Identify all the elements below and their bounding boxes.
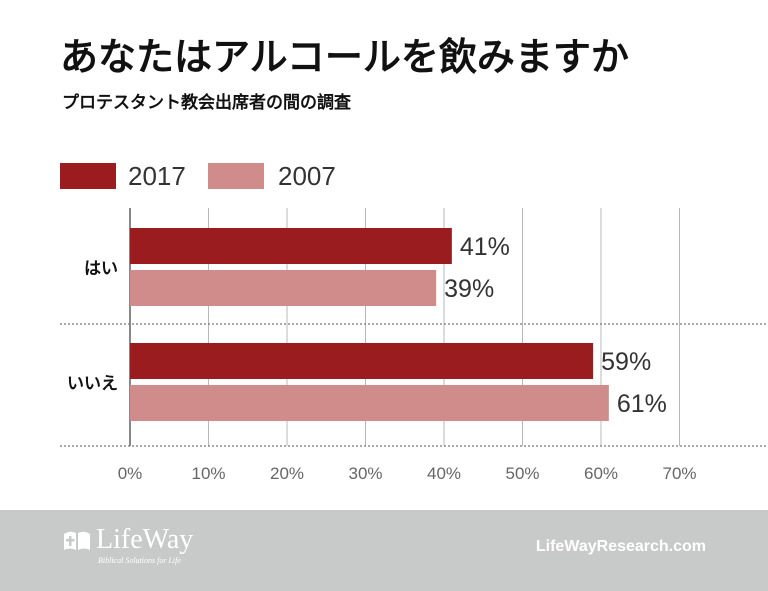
data-label: 59% bbox=[601, 348, 651, 376]
x-tick-label: 60% bbox=[584, 464, 618, 483]
bar bbox=[130, 343, 594, 379]
data-label: 61% bbox=[617, 390, 667, 418]
x-tick-label: 20% bbox=[270, 464, 304, 483]
logo-tagline: Biblical Solutions for Life bbox=[98, 556, 181, 565]
bar bbox=[130, 385, 609, 421]
bar bbox=[130, 228, 452, 264]
x-tick-label: 70% bbox=[662, 464, 696, 483]
chart-title: あなたはアルコールを飲みますか bbox=[60, 35, 629, 79]
x-tick-label: 40% bbox=[427, 464, 461, 483]
x-tick-label: 30% bbox=[348, 464, 382, 483]
bar bbox=[130, 270, 437, 306]
legend-swatch-2017 bbox=[60, 163, 116, 189]
website-link[interactable]: LifeWayResearch.com bbox=[535, 538, 706, 555]
footer-bar bbox=[0, 510, 768, 591]
lifeway-logo: LifeWay Biblical Solutions for Life bbox=[62, 524, 222, 568]
category-label: はい bbox=[84, 259, 118, 279]
chart-subtitle: プロテスタント教会出席者の間の調査 bbox=[62, 93, 351, 113]
legend-swatch-2007 bbox=[208, 163, 264, 189]
bar-chart: 0% 10% 20% 30% 40% 50% 60% 70% はい 41% 39% いいえ 59% 61% bbox=[60, 208, 768, 483]
data-label: 39% bbox=[444, 275, 494, 303]
x-tick-label: 0% bbox=[118, 464, 143, 483]
data-label: 41% bbox=[460, 233, 510, 261]
x-tick-label: 50% bbox=[505, 464, 539, 483]
category-label: いいえ bbox=[67, 374, 118, 394]
x-tick-label: 10% bbox=[191, 464, 225, 483]
lifeway-logo-icon bbox=[64, 531, 90, 550]
legend-label-2017: 2017 bbox=[128, 161, 186, 191]
legend-label-2007: 2007 bbox=[278, 161, 336, 191]
logo-wordmark: LifeWay bbox=[96, 524, 194, 555]
